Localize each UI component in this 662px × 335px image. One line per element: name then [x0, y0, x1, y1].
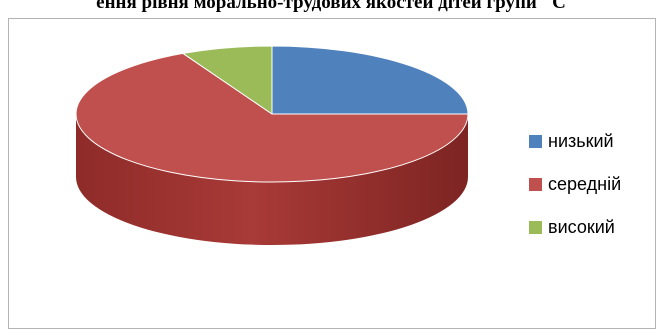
slice-medium: [75, 52, 469, 183]
pie-chart: [75, 45, 469, 245]
legend-item-high: високий: [529, 217, 621, 238]
legend-item-low: низький: [529, 131, 621, 152]
legend-label-low: низький: [548, 131, 614, 151]
legend-label-high: високий: [548, 217, 615, 237]
slice-high: [182, 45, 273, 115]
slice-low: [271, 45, 469, 115]
legend-label-medium: середній: [548, 174, 622, 194]
legend: низький середній високий: [529, 131, 621, 260]
pie-slices: [75, 45, 469, 183]
legend-swatch-low: [529, 135, 542, 148]
slice-medium-side: [76, 114, 468, 245]
pie-depth: [76, 114, 468, 245]
legend-item-medium: середній: [529, 174, 621, 195]
chart-title: ення рівня морально-трудових якостей діт…: [96, 0, 566, 13]
legend-swatch-high: [529, 221, 542, 234]
chart-frame: низький середній високий: [8, 18, 656, 329]
legend-swatch-medium: [529, 178, 542, 191]
